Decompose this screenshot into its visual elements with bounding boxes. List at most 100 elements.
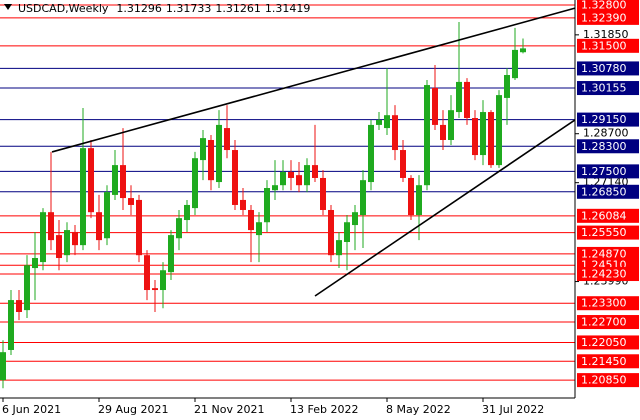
candle-body — [264, 188, 270, 223]
level-label-box — [577, 81, 639, 96]
level-label-box — [577, 10, 639, 25]
candle-body — [376, 119, 382, 125]
level-label: 1.29150 — [581, 113, 627, 126]
candle-body — [344, 222, 350, 243]
candle-body — [320, 177, 326, 210]
candle-body — [80, 148, 86, 246]
candle-body — [432, 87, 438, 125]
candle-body — [32, 258, 38, 269]
candle-body — [408, 177, 414, 216]
plot-area — [0, 4, 576, 389]
candle-body — [448, 110, 454, 140]
candle-body — [504, 75, 510, 98]
candle-body — [392, 115, 398, 151]
candle-body — [416, 185, 422, 216]
candle-body — [104, 192, 110, 239]
level-label: 1.32800 — [581, 0, 627, 12]
candle-body — [200, 138, 206, 161]
candle-body — [280, 172, 286, 186]
candle-body — [56, 235, 62, 259]
header: USDCAD,Weekly 1.31296 1.31733 1.31261 1.3141… — [18, 2, 310, 15]
level-label: 1.23300 — [581, 297, 627, 310]
level-label: 1.30780 — [581, 62, 627, 75]
candle-body — [512, 49, 518, 79]
level-label-box — [577, 354, 639, 369]
level-label: 1.30155 — [581, 82, 627, 95]
x-tick-label: 13 Feb 2022 — [290, 403, 358, 416]
candle-body — [88, 148, 94, 213]
level-label-box — [577, 139, 639, 154]
candle-body — [480, 112, 486, 156]
candle-body — [456, 81, 462, 113]
candle-body — [304, 165, 310, 186]
candle-body — [152, 288, 158, 291]
level-label: 1.27500 — [581, 165, 627, 178]
header-icon — [4, 4, 12, 10]
candle-body — [400, 150, 406, 178]
candle-body — [0, 352, 6, 381]
level-label: 1.32390 — [581, 11, 627, 24]
level-label-box — [577, 267, 639, 282]
candle-body — [272, 185, 278, 191]
candle-body — [336, 240, 342, 256]
level-label-box — [577, 164, 639, 179]
candle-body — [464, 81, 470, 119]
level-label: 1.20850 — [581, 374, 627, 387]
candle-body — [256, 222, 262, 236]
level-label: 1.26850 — [581, 185, 627, 198]
candle-body — [216, 124, 222, 183]
candle-body — [328, 209, 334, 256]
level-label-box — [577, 0, 639, 13]
header-low: 1.31261 — [215, 2, 261, 15]
candle-body — [232, 150, 238, 205]
candle-body — [296, 175, 302, 186]
candle-body — [24, 265, 30, 311]
y-tick-label: 1.28700 — [583, 127, 629, 140]
candle-body — [288, 172, 294, 178]
candle-body — [424, 85, 430, 186]
candle-body — [40, 212, 46, 263]
level-label: 1.22050 — [581, 336, 627, 349]
candle-body — [128, 198, 134, 205]
candle-body — [248, 209, 254, 231]
level-label-box — [577, 246, 639, 261]
candle-body — [208, 139, 214, 181]
candle-body — [64, 230, 70, 256]
x-tick-label: 8 May 2022 — [386, 403, 451, 416]
level-label-box — [577, 296, 639, 311]
x-tick-label: 31 Jul 2022 — [482, 403, 544, 416]
candle-body — [16, 300, 22, 312]
candle-body — [240, 199, 246, 210]
candle-body — [368, 124, 374, 183]
level-label-box — [577, 373, 639, 388]
level-label: 1.25550 — [581, 226, 627, 239]
candle-body — [496, 95, 502, 166]
level-label: 1.24230 — [581, 268, 627, 281]
level-label: 1.24870 — [581, 247, 627, 260]
candle-body — [224, 128, 230, 151]
candle-body — [360, 180, 366, 216]
candle-body — [168, 235, 174, 273]
header-high: 1.31733 — [166, 2, 212, 15]
level-label-box — [577, 112, 639, 127]
header-close: 1.31419 — [265, 2, 311, 15]
candle-body — [184, 204, 190, 221]
candle-body — [472, 118, 478, 156]
level-label-box — [577, 315, 639, 330]
level-label: 1.28300 — [581, 140, 627, 153]
level-label-box — [577, 61, 639, 76]
x-tick-label: 29 Aug 2021 — [98, 403, 168, 416]
candle-body — [72, 231, 78, 246]
candle-body — [312, 165, 318, 178]
level-label: 1.31500 — [581, 39, 627, 52]
candle-body — [8, 300, 14, 350]
candle-body — [48, 212, 54, 241]
symbol: USDCAD,Weekly — [18, 2, 109, 15]
candle-body — [440, 124, 446, 140]
candle-body — [120, 165, 126, 199]
candle-body — [384, 115, 390, 129]
level-label: 1.21450 — [581, 355, 627, 368]
level-label: 1.22700 — [581, 316, 627, 329]
